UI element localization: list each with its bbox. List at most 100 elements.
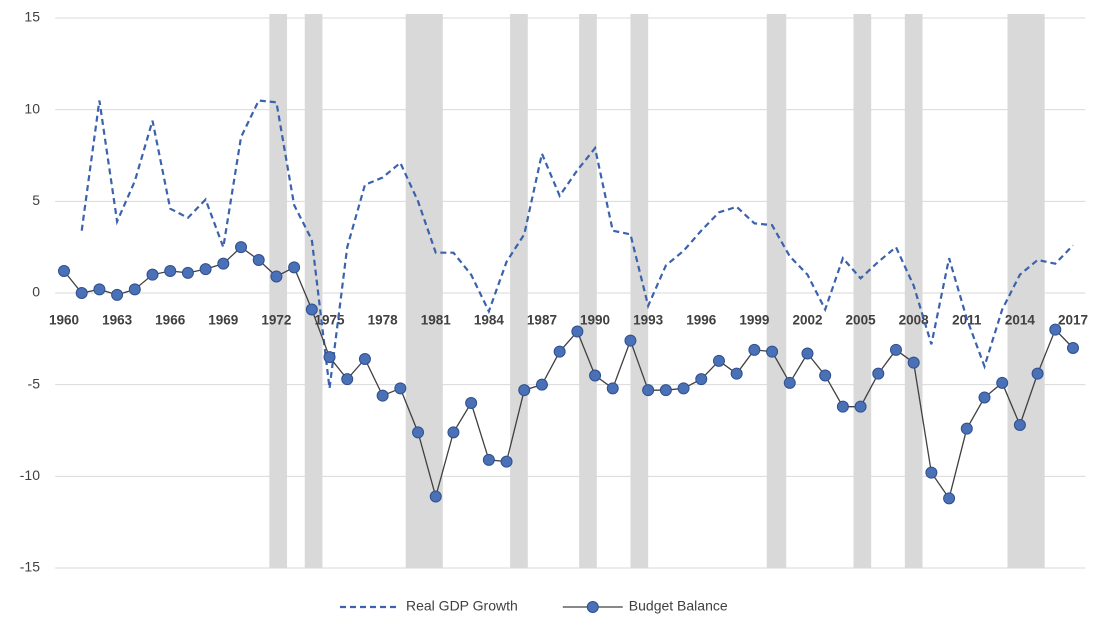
x-tick-label: 2014 [1005, 313, 1036, 328]
x-tick-label: 1972 [261, 313, 291, 328]
data-point [836, 400, 849, 413]
data-point [235, 241, 248, 254]
data-point [766, 345, 779, 358]
shaded-band [1007, 14, 1045, 568]
shaded-band [766, 14, 787, 568]
y-tick-label: 0 [32, 284, 40, 300]
x-tick-label: 1966 [155, 313, 186, 328]
data-point [394, 382, 407, 395]
y-tick-label: 15 [24, 9, 40, 25]
data-point [270, 270, 283, 283]
data-point [199, 263, 212, 276]
shaded-band [853, 14, 872, 568]
x-tick-label: 1996 [686, 313, 717, 328]
data-point [341, 373, 354, 386]
shaded-band [269, 14, 288, 568]
legend-label: Real GDP Growth [406, 598, 518, 614]
data-point [146, 268, 159, 281]
x-tick-label: 2002 [792, 313, 822, 328]
series-line [80, 99, 1074, 389]
data-point [518, 384, 531, 397]
x-tick-label: 1984 [474, 313, 505, 328]
data-point [642, 384, 655, 397]
data-point [571, 325, 584, 338]
data-point [58, 265, 70, 277]
data-point [801, 347, 814, 360]
x-tick-label: 1981 [421, 313, 452, 328]
data-point [872, 367, 885, 380]
y-tick-label: -5 [28, 375, 41, 391]
data-point [960, 422, 973, 435]
data-point [217, 257, 230, 270]
data-point [75, 287, 88, 299]
data-point [1049, 323, 1062, 336]
data-point [783, 376, 796, 389]
data-point [111, 288, 124, 301]
data-point [412, 426, 425, 439]
x-tick-label: 1960 [49, 313, 79, 328]
data-point [482, 453, 495, 466]
shaded-band [304, 14, 323, 568]
data-point [305, 303, 318, 316]
legend-item: Real GDP Growth [340, 598, 518, 614]
data-point [606, 382, 619, 395]
data-point [323, 351, 336, 364]
data-point [553, 345, 566, 358]
x-tick-label: 1969 [208, 313, 238, 328]
data-point [819, 369, 832, 382]
data-point [943, 492, 956, 505]
x-tick-label: 1975 [315, 313, 346, 328]
data-point [978, 391, 991, 404]
x-tick-label: 1963 [102, 313, 133, 328]
data-point [1067, 342, 1079, 354]
shaded-band [579, 14, 597, 568]
x-tick-label: 1978 [368, 313, 399, 328]
data-point [535, 378, 548, 391]
data-point [465, 397, 478, 409]
data-point [907, 356, 920, 369]
x-tick-label: 1999 [739, 313, 769, 328]
x-tick-label: 1990 [580, 313, 610, 328]
data-point [624, 334, 637, 347]
data-point [730, 367, 743, 380]
data-point [695, 373, 708, 386]
data-point [889, 343, 902, 356]
data-point [252, 254, 265, 266]
y-tick-label: 5 [32, 192, 40, 208]
data-point [128, 283, 141, 296]
data-point [925, 466, 938, 479]
legend-marker [586, 601, 599, 613]
x-tick-label: 1993 [633, 313, 664, 328]
data-point [500, 455, 513, 468]
data-point [164, 265, 177, 277]
data-point [659, 384, 672, 397]
data-point [429, 490, 442, 503]
data-point [376, 389, 389, 402]
y-tick-label: 10 [24, 100, 40, 116]
data-point [748, 343, 761, 356]
x-tick-label: 2008 [899, 313, 930, 328]
data-point [93, 283, 106, 296]
data-point [1013, 419, 1026, 431]
legend-label: Budget Balance [629, 598, 728, 614]
data-point [288, 261, 301, 274]
shaded-band [405, 14, 443, 568]
x-tick-label: 1987 [527, 313, 557, 328]
shaded-band [630, 14, 649, 568]
data-point [712, 354, 725, 367]
data-point [447, 426, 460, 439]
y-tick-label: -10 [20, 467, 40, 483]
shaded-band [904, 14, 923, 568]
x-tick-label: 2017 [1058, 313, 1088, 328]
series-line [63, 246, 1074, 500]
legend-item: Budget Balance [562, 598, 728, 614]
data-point [854, 400, 867, 413]
data-point [358, 353, 371, 365]
data-point [181, 266, 194, 279]
y-tick-label: -15 [20, 559, 40, 575]
data-point [996, 376, 1009, 389]
data-point [589, 369, 602, 382]
data-point [677, 382, 690, 395]
x-tick-label: 2005 [846, 313, 877, 328]
